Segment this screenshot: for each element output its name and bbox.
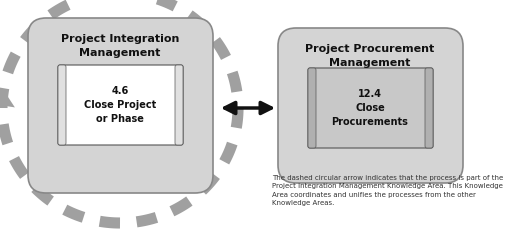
- Text: 4.6
Close Project
or Phase: 4.6 Close Project or Phase: [84, 86, 156, 124]
- FancyBboxPatch shape: [278, 28, 463, 183]
- Polygon shape: [0, 90, 15, 107]
- FancyBboxPatch shape: [28, 18, 213, 193]
- FancyBboxPatch shape: [58, 65, 183, 145]
- FancyBboxPatch shape: [308, 68, 433, 148]
- Text: Project Procurement
Management: Project Procurement Management: [306, 44, 435, 67]
- FancyBboxPatch shape: [58, 65, 66, 145]
- Text: The dashed circular arrow indicates that the process is part of the
Project Inte: The dashed circular arrow indicates that…: [272, 175, 503, 206]
- FancyBboxPatch shape: [308, 68, 316, 148]
- Text: 12.4
Close
Procurements: 12.4 Close Procurements: [332, 89, 408, 127]
- Text: Project Integration
Management: Project Integration Management: [61, 34, 179, 58]
- FancyBboxPatch shape: [175, 65, 183, 145]
- FancyBboxPatch shape: [425, 68, 433, 148]
- FancyArrowPatch shape: [225, 102, 271, 114]
